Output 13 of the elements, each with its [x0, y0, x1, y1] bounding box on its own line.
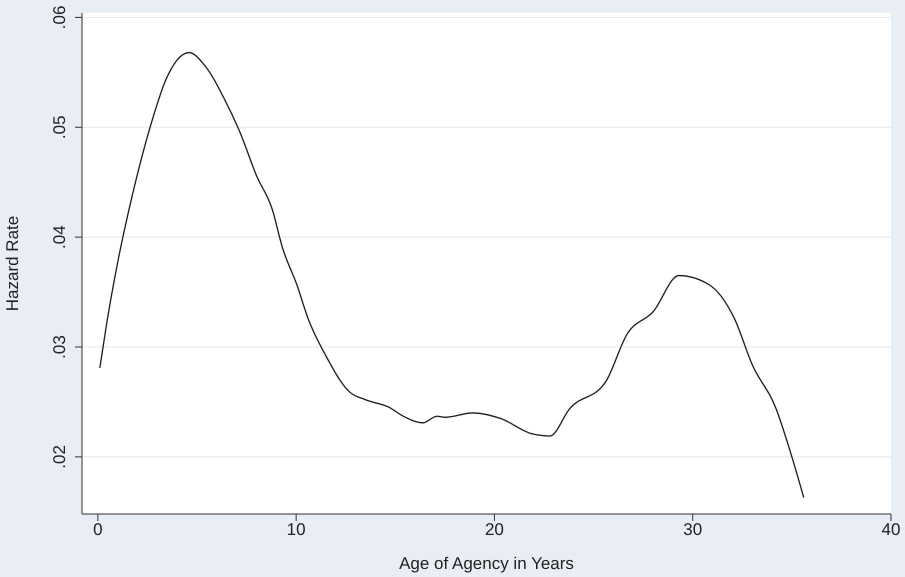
y-tick-label: .03 [50, 335, 69, 359]
x-axis-title: Age of Agency in Years [399, 554, 574, 573]
x-tick-label: 20 [484, 520, 504, 540]
y-tick-label: .04 [50, 225, 69, 249]
x-tick-label: 0 [93, 520, 103, 540]
line-series [99, 52, 804, 498]
x-tick-label: 40 [882, 520, 900, 540]
y-tick-label: .02 [50, 445, 69, 469]
y-tick-label: .06 [50, 6, 69, 30]
y-tick-label: .05 [50, 115, 69, 140]
x-tick-label: 30 [683, 520, 702, 540]
y-axis-title: Hazard Rate [3, 216, 22, 312]
x-tick-label: 10 [286, 520, 306, 540]
